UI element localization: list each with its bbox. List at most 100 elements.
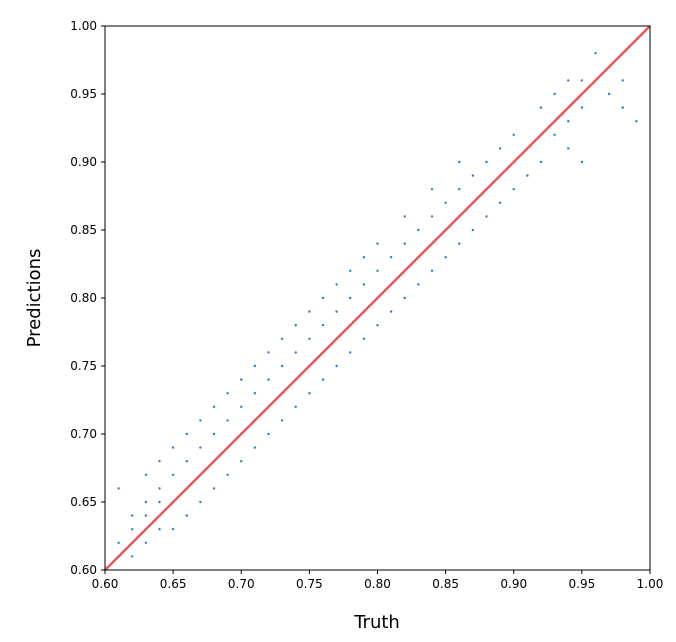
point [580,106,584,109]
point [131,514,134,517]
point [403,215,406,218]
point [321,378,325,381]
x-tick-label: 0.60 [92,577,119,591]
point [485,215,488,218]
y-tick-label: 0.65 [70,495,97,509]
point [212,487,216,490]
y-tick-label: 1.00 [70,19,97,33]
y-tick-label: 0.75 [70,359,97,373]
point [635,120,638,123]
point [171,446,175,449]
point [321,324,325,327]
point [144,541,148,544]
point [185,432,188,436]
point [253,392,257,395]
point [294,324,297,327]
point [294,351,297,354]
point [526,174,529,177]
x-tick-label: 0.90 [500,577,527,591]
point [498,147,502,150]
y-axis-label: Predictions [24,249,45,348]
point [240,378,243,381]
point [362,283,366,286]
point [539,160,543,164]
point [185,460,188,463]
x-tick-label: 0.85 [432,577,459,591]
point [158,460,161,463]
point [280,364,284,368]
point [444,256,447,259]
point [158,528,161,531]
point [335,283,338,286]
x-tick-label: 0.95 [569,577,596,591]
point [199,446,202,449]
point [144,500,148,504]
point [362,337,366,340]
point [362,256,366,259]
point [567,120,570,123]
point [444,201,447,204]
point [308,310,311,313]
point [580,79,584,82]
point [280,337,284,340]
point [389,256,393,259]
y-tick-label: 0.85 [70,223,97,237]
point [321,296,325,300]
point [567,147,570,150]
point [131,528,134,531]
point [185,514,188,517]
point [430,188,434,191]
point [621,106,624,109]
x-tick-label: 0.70 [228,577,255,591]
plot-frame [104,25,651,571]
point [171,473,175,476]
point [171,528,175,531]
point [376,269,379,272]
y-tick-label: 0.80 [70,291,97,305]
point [349,269,352,272]
point [539,106,543,109]
x-tick-label: 0.75 [296,577,323,591]
point [607,92,611,96]
point [471,228,475,232]
y-tick-label: 0.95 [70,87,97,101]
point [253,446,257,449]
point [553,92,556,96]
point [240,460,243,463]
point [267,378,270,381]
point [621,79,624,82]
point [430,215,434,218]
y-tick-label: 0.70 [70,427,97,441]
y-tick-label: 0.60 [70,563,97,577]
x-tick-label: 0.65 [160,577,187,591]
point [226,473,229,476]
point [580,160,584,164]
point [567,79,570,82]
point [158,487,161,490]
point [403,242,406,245]
point [158,500,161,504]
point [226,419,229,422]
point [349,351,352,354]
point [253,364,257,368]
point [389,310,393,313]
point [512,133,515,136]
point [240,405,243,408]
point [212,405,216,408]
point [594,52,597,55]
point [335,310,338,313]
point [267,351,270,354]
point [144,514,148,517]
point [199,419,202,422]
point [553,133,556,136]
point [117,487,120,490]
point [335,364,338,368]
point [376,324,379,327]
point [308,337,311,340]
point [376,242,379,245]
point [458,188,461,191]
point [308,392,311,395]
x-axis-label: Truth [353,612,400,633]
point [349,296,352,300]
point [226,392,229,395]
